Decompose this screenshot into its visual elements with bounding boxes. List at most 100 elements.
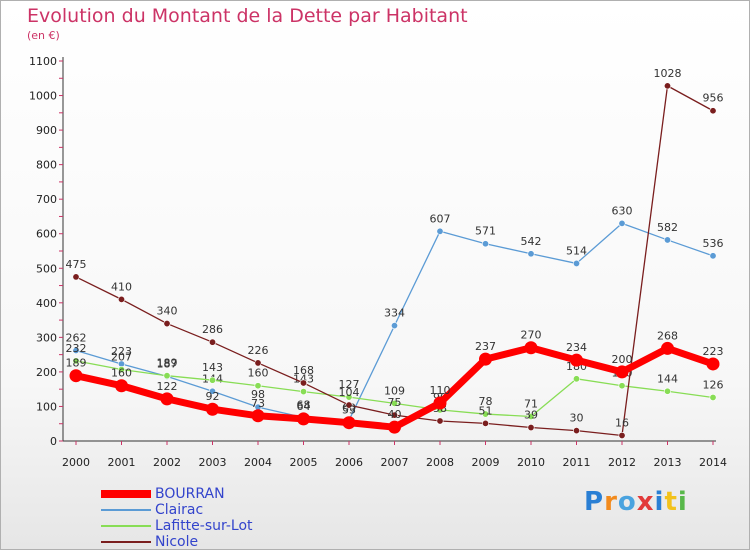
legend-label: BOURRAN xyxy=(155,486,225,502)
data-label: 262 xyxy=(66,331,87,344)
data-label: 189 xyxy=(66,357,87,370)
data-point xyxy=(572,427,580,435)
data-label: 30 xyxy=(570,412,584,425)
data-label: 1028 xyxy=(654,67,682,80)
data-label: 144 xyxy=(657,372,678,385)
data-point xyxy=(436,417,444,425)
data-label: 187 xyxy=(157,357,178,370)
data-label: 109 xyxy=(384,384,405,397)
data-label: 268 xyxy=(657,329,678,342)
logo-letter: r xyxy=(604,487,618,517)
data-point xyxy=(72,273,80,281)
data-point xyxy=(618,431,626,439)
data-point xyxy=(254,382,262,390)
x-tick-label: 2013 xyxy=(654,456,682,469)
y-tick-label: 1000 xyxy=(29,90,57,103)
data-label: 73 xyxy=(251,397,265,410)
chart-title: Evolution du Montant de la Dette par Hab… xyxy=(27,5,468,27)
data-label: 78 xyxy=(479,395,493,408)
chart-unit: (en €) xyxy=(27,29,60,42)
data-point xyxy=(709,107,717,115)
data-label: 160 xyxy=(248,367,269,380)
y-tick-label: 500 xyxy=(36,262,57,275)
data-label: 160 xyxy=(111,367,132,380)
data-point xyxy=(524,341,538,355)
data-point xyxy=(254,359,262,367)
y-tick-label: 700 xyxy=(36,193,57,206)
data-label: 168 xyxy=(293,364,314,377)
logo-letter: t xyxy=(664,487,678,517)
data-point xyxy=(297,412,310,426)
x-tick-label: 2012 xyxy=(608,456,636,469)
x-tick-label: 2001 xyxy=(108,456,136,469)
data-label: 571 xyxy=(475,225,496,238)
line-chart: 0 100 200 300 400 500 600 700 800 900 1000 1100 2000… xyxy=(29,55,727,469)
data-point xyxy=(163,320,171,328)
data-point xyxy=(209,338,217,346)
proxiti-logo: Proxiti xyxy=(584,487,688,517)
legend: BOURRAN Clairac Lafitte-sur-Lot Nicole xyxy=(101,486,253,550)
y-tick-label: 900 xyxy=(36,124,57,137)
data-label: 110 xyxy=(430,384,451,397)
data-point xyxy=(299,388,307,396)
data-label: 51 xyxy=(479,404,493,417)
data-point xyxy=(661,341,674,355)
data-point xyxy=(163,372,171,380)
logo-letter: x xyxy=(636,487,655,517)
data-label: 223 xyxy=(111,345,132,358)
y-tick-label: 800 xyxy=(36,159,57,172)
data-label: 53 xyxy=(342,404,356,417)
data-point xyxy=(663,82,671,90)
data-label: 223 xyxy=(703,345,724,358)
x-tick-label: 2002 xyxy=(153,456,181,469)
x-tick-label: 2009 xyxy=(472,456,500,469)
data-label: 200 xyxy=(612,353,633,366)
series-clairac: 2622231871449868603346075715425146305825… xyxy=(66,204,724,424)
data-label: 104 xyxy=(339,386,360,399)
data-label: 475 xyxy=(66,258,87,271)
data-label: 126 xyxy=(703,378,724,391)
data-label: 237 xyxy=(475,340,496,353)
legend-swatch xyxy=(101,541,151,543)
data-point xyxy=(209,376,217,384)
logo-letter: P xyxy=(584,487,605,517)
data-label: 207 xyxy=(111,350,132,363)
data-point xyxy=(342,416,356,430)
data-point xyxy=(615,365,629,379)
data-label: 232 xyxy=(66,342,87,355)
y-tick-label: 200 xyxy=(36,366,57,379)
data-label: 143 xyxy=(202,361,223,374)
data-point xyxy=(390,411,398,419)
data-point xyxy=(663,236,671,244)
data-point xyxy=(618,219,626,227)
series-nicole: 4754103402862261681047558513930161028956 xyxy=(66,67,724,439)
data-point xyxy=(527,424,535,432)
data-label: 98 xyxy=(251,388,265,401)
legend-item-clairac: Clairac xyxy=(101,502,253,518)
logo-letter: i xyxy=(677,487,688,517)
y-tick-label: 100 xyxy=(36,400,57,413)
x-tick-label: 2004 xyxy=(244,456,272,469)
data-point xyxy=(481,410,489,418)
legend-swatch xyxy=(101,509,151,511)
data-label: 630 xyxy=(612,204,633,217)
data-label: 226 xyxy=(248,344,269,357)
data-label: 189 xyxy=(157,357,178,370)
data-point xyxy=(709,252,717,260)
data-point xyxy=(481,419,489,427)
data-label: 334 xyxy=(384,307,405,320)
data-point xyxy=(527,412,535,420)
data-label: 270 xyxy=(521,329,542,342)
data-label: 71 xyxy=(524,397,538,410)
data-label: 143 xyxy=(293,373,314,386)
y-tick-label: 600 xyxy=(36,228,57,241)
x-tick-label: 2011 xyxy=(563,456,591,469)
legend-label: Nicole xyxy=(155,534,199,550)
data-label: 39 xyxy=(524,409,538,422)
data-point xyxy=(388,420,401,434)
data-point xyxy=(390,399,398,407)
legend-item-lafitte-sur-lot: Lafitte-sur-Lot xyxy=(101,518,253,534)
data-point xyxy=(299,379,307,387)
data-label: 122 xyxy=(157,380,178,393)
x-tick-label: 2007 xyxy=(381,456,409,469)
